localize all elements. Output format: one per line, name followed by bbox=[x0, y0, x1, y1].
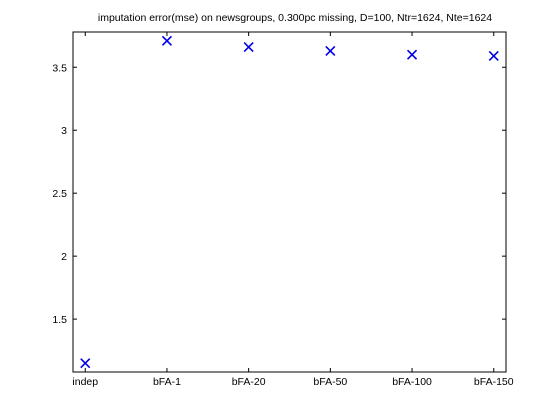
x-tick-label: bFA-50 bbox=[313, 376, 347, 388]
marker-stroke bbox=[80, 358, 91, 369]
data-point-bfa-150 bbox=[488, 50, 499, 61]
data-point-bfa-1 bbox=[161, 35, 173, 46]
y-tick-label: 2.5 bbox=[52, 188, 67, 200]
tick-marks bbox=[73, 32, 506, 372]
data-point-bfa-50 bbox=[325, 45, 336, 56]
marker-stroke bbox=[488, 50, 499, 61]
marker-stroke bbox=[325, 45, 336, 56]
y-tick-label: 2 bbox=[61, 251, 67, 263]
tick-labels: indep bFA-1 bFA-20 bFA-50 bFA-100 bFA-150 1.5 2… bbox=[52, 62, 513, 388]
data-point-bfa-100 bbox=[406, 49, 418, 60]
y-tick-label: 3 bbox=[61, 125, 67, 137]
x-tick-label: bFA-150 bbox=[474, 376, 514, 388]
marker-stroke bbox=[161, 35, 173, 46]
marker-stroke bbox=[406, 49, 418, 60]
x-tick-label: indep bbox=[72, 376, 98, 388]
x-tick-label: bFA-1 bbox=[153, 376, 181, 388]
x-tick-label: bFA-100 bbox=[392, 376, 432, 388]
y-tick-label: 3.5 bbox=[52, 62, 67, 74]
data-point-indep bbox=[80, 358, 91, 369]
chart-title: imputation error(mse) on newsgroups, 0.3… bbox=[98, 12, 492, 24]
marker-stroke bbox=[243, 42, 254, 53]
data-markers bbox=[80, 35, 499, 369]
x-tick-label: bFA-20 bbox=[232, 376, 266, 388]
y-tick-label: 1.5 bbox=[52, 314, 67, 326]
data-point-bfa-20 bbox=[243, 42, 254, 53]
plot-area-frame bbox=[72, 31, 507, 373]
